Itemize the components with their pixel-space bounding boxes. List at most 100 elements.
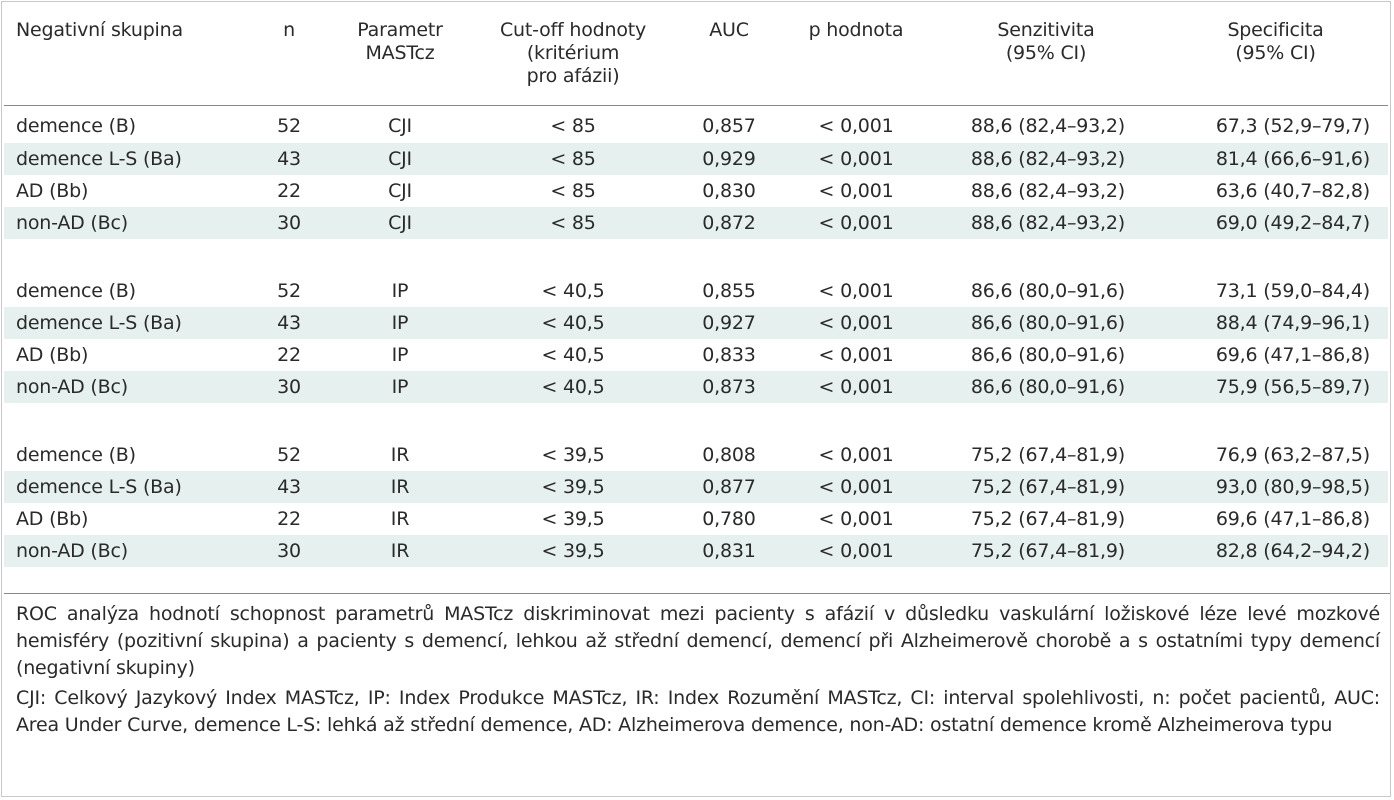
- cell-parameter: IR: [329, 471, 471, 503]
- cell-cutoff: < 39,5: [471, 471, 675, 503]
- cell-specificity: 75,9 (56,5–89,7): [1163, 371, 1388, 403]
- table-row: demence (B) 52 IP < 40,5 0,855 < 0,001 86,6 (8…: [4, 275, 1388, 307]
- cell-parameter: IR: [390, 508, 410, 530]
- cell-cutoff: < 85: [550, 115, 596, 138]
- cell-sensitivity: 75,2 (67,4–81,9): [970, 444, 1125, 466]
- cell-cutoff: < 39,5: [541, 508, 605, 530]
- cell-sensitivity: 86,6 (80,0–91,6): [929, 307, 1163, 339]
- group-spacer: [4, 403, 1388, 439]
- cell-p-value: < 0,001: [818, 115, 894, 138]
- cell-n: 43: [249, 307, 329, 339]
- cell-group: AD (Bb): [16, 344, 89, 366]
- cell-specificity: 73,1 (59,0–84,4): [1215, 280, 1370, 302]
- cell-n: 43: [249, 143, 329, 175]
- cell-group: demence (B): [16, 280, 136, 302]
- cell-n: 52: [277, 115, 301, 138]
- header-sensitivity: Senzitivita (95% CI): [929, 4, 1163, 106]
- cell-cutoff: < 39,5: [471, 535, 675, 567]
- cell-specificity: 69,0 (49,2–84,7): [1163, 207, 1388, 239]
- cell-specificity: 67,3 (52,9–79,7): [1215, 115, 1370, 138]
- cell-specificity: 69,6 (47,1–86,8): [1215, 344, 1370, 366]
- cell-n: 30: [249, 371, 329, 403]
- cell-n: 22: [277, 344, 301, 366]
- cell-sensitivity: 88,6 (82,4–93,2): [929, 143, 1163, 175]
- cell-n: 52: [277, 444, 301, 466]
- cell-parameter: IR: [390, 444, 410, 466]
- table-row: demence (B) 52 IR < 39,5 0,808 < 0,001 75,2 (6…: [4, 439, 1388, 471]
- cell-cutoff: < 40,5: [471, 371, 675, 403]
- table-row: non-AD (Bc) 30 IP < 40,5 0,873 < 0,001 86,6 (8…: [4, 371, 1388, 403]
- cell-auc: 0,927: [675, 307, 783, 339]
- cell-cutoff: < 39,5: [541, 444, 605, 466]
- cell-specificity: 63,6 (40,7–82,8): [1215, 180, 1370, 202]
- cell-sensitivity: 75,2 (67,4–81,9): [970, 508, 1125, 530]
- table-row: demence (B) 52 CJI < 85 0,857 < 0,001 88,6 (82…: [4, 105, 1388, 143]
- header-parameter: Parametr MASTcz: [329, 4, 471, 106]
- cell-cutoff: < 85: [471, 207, 675, 239]
- cell-group: non-AD (Bc): [4, 371, 249, 403]
- cell-group: non-AD (Bc): [4, 207, 249, 239]
- cell-parameter: CJI: [388, 180, 412, 202]
- cell-parameter: IP: [329, 371, 471, 403]
- cell-p-value: < 0,001: [783, 143, 929, 175]
- spacer-cell: [4, 403, 1388, 439]
- cell-n: 30: [249, 535, 329, 567]
- cell-parameter: IR: [329, 535, 471, 567]
- cell-sensitivity: 75,2 (67,4–81,9): [929, 471, 1163, 503]
- cell-parameter: IP: [391, 280, 409, 302]
- cell-cutoff: < 40,5: [541, 280, 605, 302]
- cell-sensitivity: 88,6 (82,4–93,2): [929, 207, 1163, 239]
- table-row: AD (Bb) 22 IR < 39,5 0,780 < 0,001 75,2 (67,4–…: [4, 503, 1388, 535]
- cell-parameter: IP: [329, 307, 471, 339]
- spacer-cell: [4, 239, 1388, 275]
- cell-specificity: 69,6 (47,1–86,8): [1215, 508, 1370, 530]
- cell-n: 30: [249, 207, 329, 239]
- cell-group: non-AD (Bc): [4, 535, 249, 567]
- cell-p-value: < 0,001: [783, 535, 929, 567]
- cell-group: demence (B): [16, 444, 136, 466]
- cell-auc: 0,857: [702, 115, 756, 138]
- cell-auc: 0,830: [702, 180, 756, 202]
- cell-cutoff: < 40,5: [471, 307, 675, 339]
- cell-sensitivity: 86,6 (80,0–91,6): [970, 344, 1125, 366]
- cell-cutoff: < 85: [471, 143, 675, 175]
- cell-auc: 0,833: [702, 344, 756, 366]
- cell-n: 22: [277, 180, 301, 202]
- table-row: non-AD (Bc) 30 IR < 39,5 0,831 < 0,001 75,2 (6…: [4, 535, 1388, 567]
- cell-p-value: < 0,001: [818, 508, 894, 530]
- table-notes: ROC analýza hodnotí schopnost parametrů …: [16, 601, 1380, 742]
- cell-specificity: 88,4 (74,9–96,1): [1163, 307, 1388, 339]
- cell-p-value: < 0,001: [818, 280, 894, 302]
- cell-sensitivity: 88,6 (82,4–93,2): [970, 180, 1125, 202]
- note-abbreviations: CJI: Celkový Jazykový Index MASTcz, IP: …: [16, 687, 1380, 736]
- cell-parameter: CJI: [329, 207, 471, 239]
- cell-p-value: < 0,001: [783, 371, 929, 403]
- cell-group: demence L-S (Ba): [4, 307, 249, 339]
- cell-p-value: < 0,001: [818, 444, 894, 466]
- cell-specificity: 82,8 (64,2–94,2): [1163, 535, 1388, 567]
- table-row: AD (Bb) 22 IP < 40,5 0,833 < 0,001 86,6 (80,0–…: [4, 339, 1388, 371]
- table-body: demence (B) 52 CJI < 85 0,857 < 0,001 88,6 (82…: [4, 105, 1388, 567]
- table-row: demence L-S (Ba) 43 CJI < 85 0,929 < 0,001 88,…: [4, 143, 1388, 175]
- cell-group: demence (B): [16, 115, 136, 138]
- cell-group: demence L-S (Ba): [4, 143, 249, 175]
- group-spacer: [4, 239, 1388, 275]
- header-specificity: Specificita (95% CI): [1163, 4, 1388, 106]
- cell-specificity: 81,4 (66,6–91,6): [1163, 143, 1388, 175]
- cell-sensitivity: 75,2 (67,4–81,9): [929, 535, 1163, 567]
- cell-p-value: < 0,001: [783, 207, 929, 239]
- header-auc: AUC: [675, 4, 783, 106]
- cell-auc: 0,929: [675, 143, 783, 175]
- notes-divider: [4, 593, 1390, 594]
- cell-p-value: < 0,001: [818, 180, 894, 202]
- cell-specificity: 93,0 (80,9–98,5): [1163, 471, 1388, 503]
- cell-group: demence L-S (Ba): [4, 471, 249, 503]
- cell-cutoff: < 40,5: [541, 344, 605, 366]
- header-n: n: [249, 4, 329, 106]
- cell-n: 43: [249, 471, 329, 503]
- table-row: demence L-S (Ba) 43 IP < 40,5 0,927 < 0,001 86…: [4, 307, 1388, 339]
- cell-sensitivity: 88,6 (82,4–93,2): [970, 115, 1125, 138]
- cell-parameter: CJI: [329, 143, 471, 175]
- header-cutoff: Cut-off hodnoty (kritérium pro afázii): [471, 4, 675, 106]
